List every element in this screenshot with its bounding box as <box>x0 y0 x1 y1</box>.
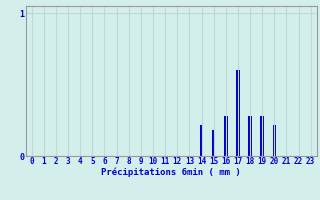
Bar <box>273 125 276 156</box>
Bar <box>200 125 203 156</box>
X-axis label: Précipitations 6min ( mm ): Précipitations 6min ( mm ) <box>101 168 241 177</box>
Bar <box>212 130 215 156</box>
Bar <box>248 116 252 156</box>
Bar <box>236 70 240 156</box>
Bar <box>260 116 264 156</box>
Bar <box>224 116 228 156</box>
